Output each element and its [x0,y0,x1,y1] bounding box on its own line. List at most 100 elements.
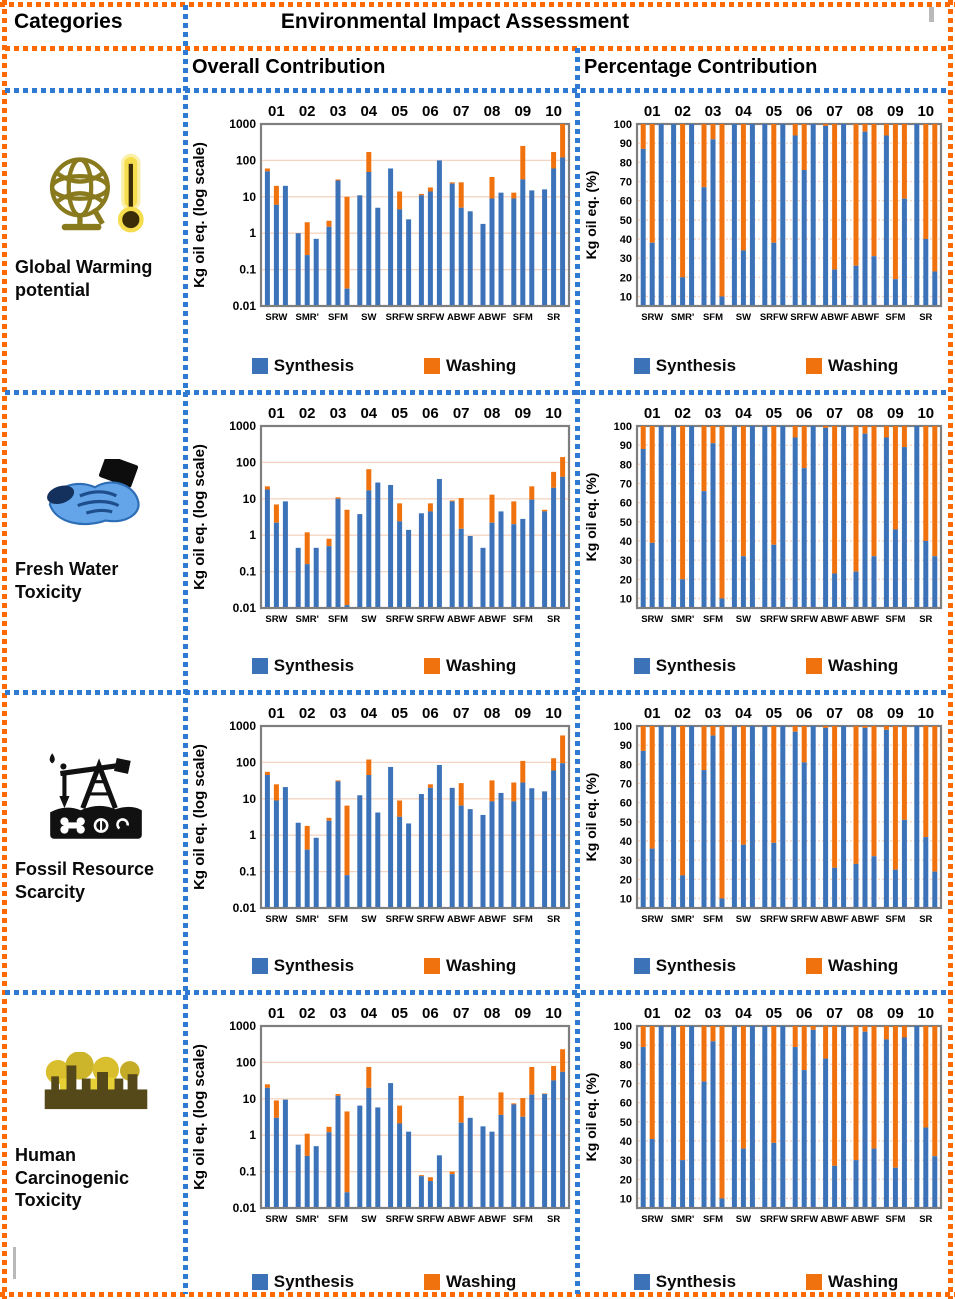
svg-text:SRFW: SRFW [416,614,444,625]
svg-text:30: 30 [620,855,632,867]
svg-text:SRFW: SRFW [790,312,818,323]
svg-text:09: 09 [514,405,531,422]
chart-gwp-overall: 1000 100 10 1 0.1 0.01 Kg oil eq. (log scale) 0… [189,94,577,361]
svg-text:SRFW: SRFW [386,914,414,925]
svg-text:ABWF: ABWF [478,614,507,625]
svg-text:20: 20 [620,574,632,586]
svg-text:0.01: 0.01 [233,299,257,313]
svg-text:03: 03 [705,705,722,722]
header-divider-line [5,46,950,51]
svg-text:1000: 1000 [229,419,256,433]
svg-text:SMR': SMR' [671,614,694,625]
svg-text:100: 100 [614,421,632,433]
svg-text:100: 100 [614,1021,632,1033]
row-divider-2 [5,390,950,395]
svg-text:40: 40 [620,1136,632,1148]
svg-text:SRFW: SRFW [386,1214,414,1225]
svg-text:SR: SR [919,914,932,925]
svg-text:03: 03 [330,705,347,722]
svg-text:07: 07 [826,705,843,722]
category-label: Fossil Resource Scarcity [15,859,155,902]
svg-text:40: 40 [620,836,632,848]
svg-text:02: 02 [299,705,316,722]
svg-text:05: 05 [765,103,782,120]
svg-text:SR: SR [547,312,560,323]
svg-text:10: 10 [917,705,934,722]
row-fresh-water-toxicity: Fresh Water Toxicity 1000 100 10 1 0.1 0.01 Kg… [5,390,950,690]
svg-text:100: 100 [236,1055,256,1069]
city-smog-icon [36,1038,156,1130]
svg-text:SMR': SMR' [671,1214,694,1225]
svg-text:09: 09 [887,103,904,120]
svg-text:ABWF: ABWF [820,1214,849,1225]
svg-text:Kg oil eq. (log scale): Kg oil eq. (log scale) [191,142,208,288]
synthesis-label: Synthesis [655,356,737,375]
svg-text:06: 06 [422,405,439,422]
svg-text:06: 06 [796,705,813,722]
chart-legend: Synthesis Washing [581,1272,951,1292]
svg-text:SRFW: SRFW [386,312,414,323]
svg-text:10: 10 [243,792,257,806]
svg-text:30: 30 [620,1155,632,1167]
svg-text:SRW: SRW [265,312,287,323]
svg-text:100: 100 [236,755,256,769]
washing-label: Washing [828,956,899,975]
svg-text:06: 06 [796,103,813,120]
svg-text:SFM: SFM [703,614,723,625]
washing-swatch [424,958,441,974]
svg-text:07: 07 [453,405,470,422]
svg-text:50: 50 [620,517,632,529]
svg-text:02: 02 [299,103,316,120]
row-divider-1 [5,88,950,93]
svg-text:1000: 1000 [229,1019,256,1033]
svg-text:Kg oil eq. (%): Kg oil eq. (%) [583,773,599,862]
washing-swatch [806,358,823,374]
svg-text:10: 10 [620,1193,632,1205]
svg-text:90: 90 [620,138,632,150]
svg-text:04: 04 [735,1005,752,1022]
svg-text:Kg oil eq. (%): Kg oil eq. (%) [583,1073,599,1162]
svg-text:100: 100 [614,721,632,733]
synthesis-swatch [633,658,650,674]
svg-text:04: 04 [360,405,377,422]
svg-text:SFM: SFM [885,312,905,323]
svg-text:60: 60 [620,196,632,208]
svg-text:SRW: SRW [265,1214,287,1225]
category-label: Human Carcinogenic Toxicity [15,1145,130,1210]
washing-swatch [424,658,441,674]
svg-text:80: 80 [620,157,632,169]
svg-text:01: 01 [644,405,661,422]
chart-columns-divider [575,48,580,1294]
svg-text:02: 02 [674,405,691,422]
svg-text:SFM: SFM [328,614,348,625]
svg-text:SRW: SRW [641,914,663,925]
svg-text:ABWF: ABWF [447,914,476,925]
svg-text:ABWF: ABWF [851,914,880,925]
svg-text:07: 07 [826,103,843,120]
svg-text:SMR': SMR' [671,312,694,323]
svg-text:SFM: SFM [885,614,905,625]
svg-text:SRW: SRW [265,914,287,925]
svg-text:04: 04 [360,103,377,120]
svg-text:70: 70 [620,478,632,490]
svg-text:02: 02 [674,1005,691,1022]
svg-text:08: 08 [484,405,501,422]
svg-text:20: 20 [620,272,632,284]
svg-text:60: 60 [620,498,632,510]
row-global-warming: Global Warming potential 1000 100 10 1 0.1 0.… [5,88,950,390]
svg-text:08: 08 [484,705,501,722]
washing-label: Washing [828,356,899,375]
category-label: Global Warming potential [15,257,153,300]
svg-text:80: 80 [620,459,632,471]
svg-text:04: 04 [360,1005,377,1022]
row-fossil-resource-scarcity: Fossil Resource Scarcity 1000 100 10 1 0.1 0.… [5,690,950,990]
synthesis-swatch [251,1274,268,1290]
svg-text:30: 30 [620,555,632,567]
svg-text:03: 03 [705,1005,722,1022]
svg-text:SMR': SMR' [296,312,319,323]
chart-legend: Synthesis Washing [581,956,951,976]
svg-text:SMR': SMR' [671,914,694,925]
svg-text:04: 04 [735,103,752,120]
svg-text:07: 07 [826,405,843,422]
svg-text:1000: 1000 [229,117,256,131]
